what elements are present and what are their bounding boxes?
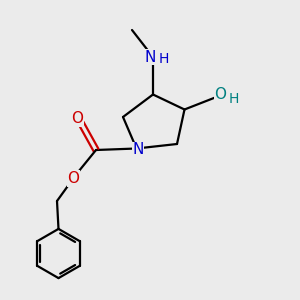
- Text: N: N: [132, 142, 144, 158]
- Text: O: O: [214, 87, 226, 102]
- Text: H: H: [228, 92, 239, 106]
- Text: O: O: [71, 111, 83, 126]
- Text: H: H: [158, 52, 169, 65]
- Text: O: O: [68, 171, 80, 186]
- Text: N: N: [144, 50, 156, 64]
